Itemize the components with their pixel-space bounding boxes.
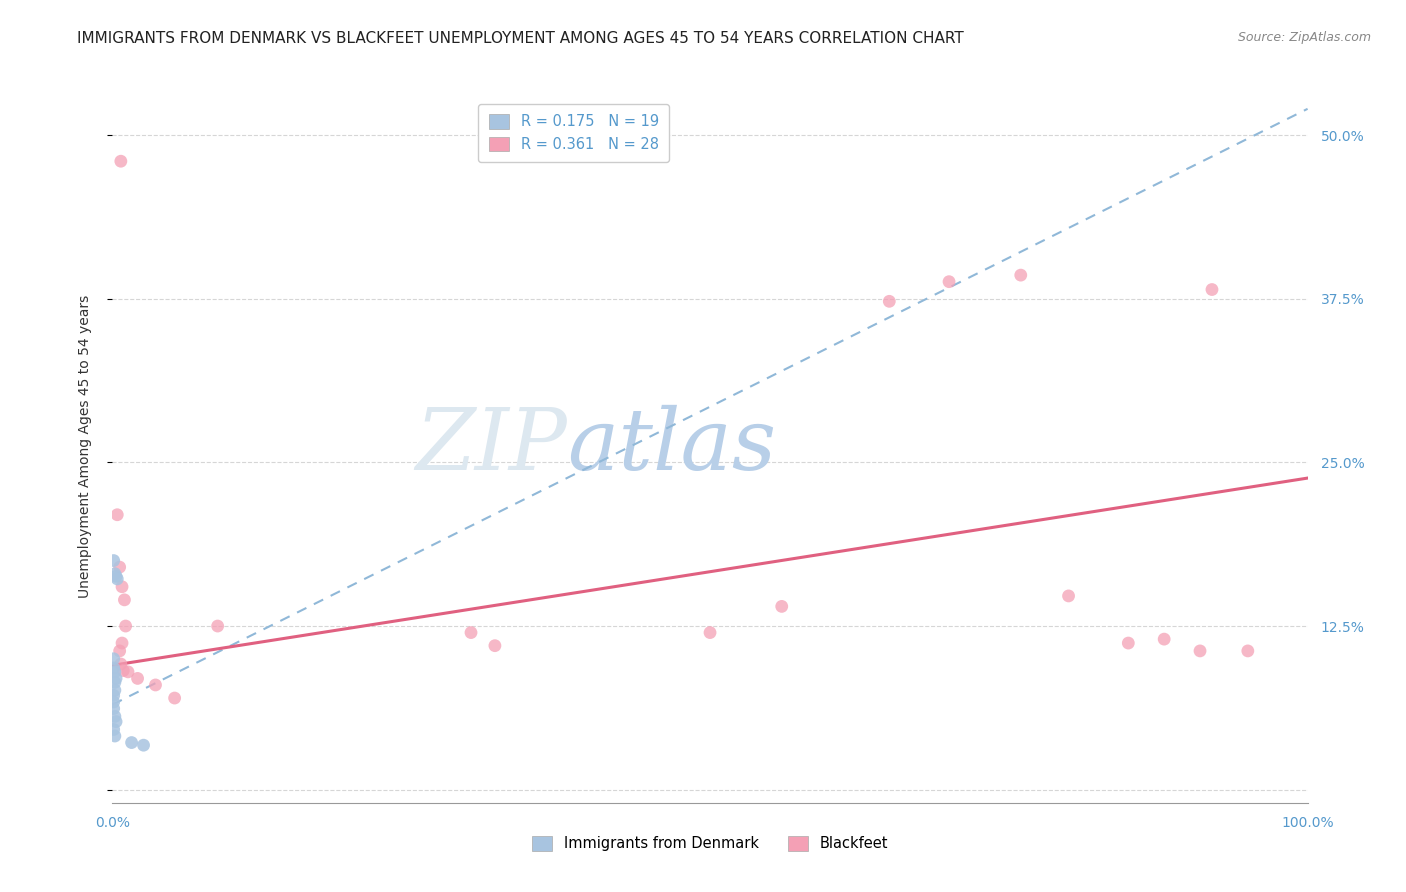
- Point: [1118, 636, 1140, 650]
- Point: [110, 154, 132, 169]
- Point: [163, 691, 186, 706]
- Point: [484, 639, 506, 653]
- Point: [103, 652, 125, 666]
- Point: [104, 729, 127, 743]
- Point: [104, 675, 127, 690]
- Text: ZIP: ZIP: [415, 405, 567, 487]
- Point: [121, 735, 143, 749]
- Point: [103, 661, 125, 675]
- Point: [112, 664, 135, 678]
- Point: [114, 592, 135, 607]
- Point: [117, 665, 139, 679]
- Point: [104, 665, 127, 679]
- Point: [111, 636, 134, 650]
- Point: [103, 723, 125, 737]
- Point: [105, 569, 128, 583]
- Point: [1153, 632, 1175, 647]
- Point: [103, 689, 125, 703]
- Y-axis label: Unemployment Among Ages 45 to 54 years: Unemployment Among Ages 45 to 54 years: [77, 294, 91, 598]
- Point: [1201, 283, 1223, 297]
- Point: [132, 738, 155, 752]
- Point: [127, 672, 149, 686]
- Point: [879, 294, 901, 309]
- Text: Source: ZipAtlas.com: Source: ZipAtlas.com: [1237, 31, 1371, 45]
- Point: [105, 672, 128, 686]
- Point: [103, 695, 125, 709]
- Point: [1189, 644, 1212, 658]
- Point: [111, 580, 134, 594]
- Point: [1057, 589, 1080, 603]
- Point: [105, 714, 128, 729]
- Point: [104, 709, 127, 723]
- Point: [105, 572, 128, 586]
- Legend: Immigrants from Denmark, Blackfeet: Immigrants from Denmark, Blackfeet: [523, 827, 897, 860]
- Text: atlas: atlas: [567, 405, 776, 487]
- Point: [145, 678, 167, 692]
- Point: [460, 625, 482, 640]
- Point: [207, 619, 229, 633]
- Point: [938, 275, 960, 289]
- Point: [1010, 268, 1032, 282]
- Point: [699, 625, 721, 640]
- Point: [103, 701, 125, 715]
- Point: [105, 508, 128, 522]
- Point: [770, 599, 793, 614]
- Point: [1237, 644, 1260, 658]
- Point: [108, 644, 131, 658]
- Text: IMMIGRANTS FROM DENMARK VS BLACKFEET UNEMPLOYMENT AMONG AGES 45 TO 54 YEARS CORR: IMMIGRANTS FROM DENMARK VS BLACKFEET UNE…: [77, 31, 965, 46]
- Point: [103, 553, 125, 567]
- Point: [110, 657, 132, 671]
- Point: [104, 683, 127, 698]
- Point: [104, 566, 127, 581]
- Point: [108, 560, 131, 574]
- Point: [114, 619, 136, 633]
